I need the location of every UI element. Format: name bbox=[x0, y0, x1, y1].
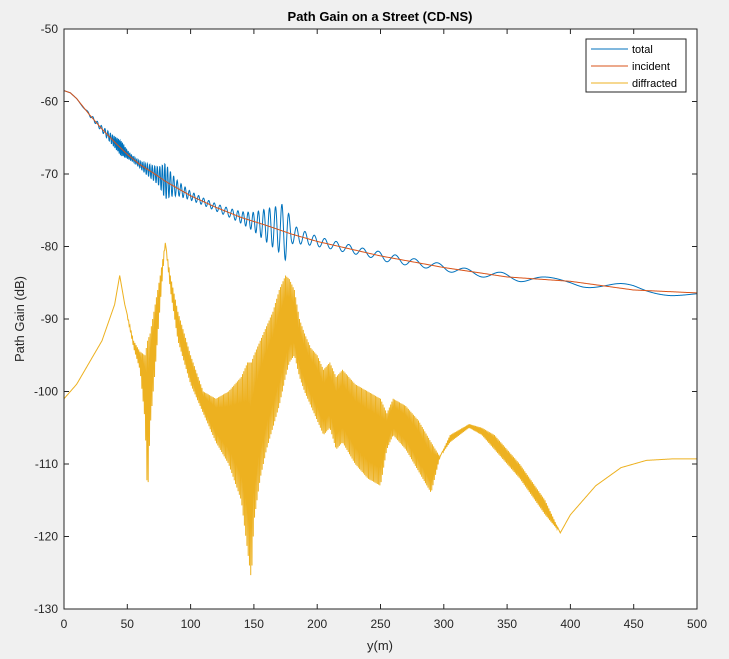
y-tick-label: -60 bbox=[41, 95, 59, 109]
x-tick-label: 100 bbox=[181, 617, 201, 631]
x-tick-label: 500 bbox=[687, 617, 707, 631]
y-tick-label: -120 bbox=[34, 530, 58, 544]
legend-label-diffracted: diffracted bbox=[632, 78, 677, 90]
x-tick-label: 450 bbox=[624, 617, 644, 631]
y-tick-label: -130 bbox=[34, 602, 58, 616]
y-tick-label: -110 bbox=[35, 457, 58, 471]
y-tick-label: -80 bbox=[41, 240, 59, 254]
y-axis-label: Path Gain (dB) bbox=[12, 276, 27, 362]
x-tick-label: 350 bbox=[497, 617, 517, 631]
series-line-total bbox=[64, 90, 697, 297]
x-tick-label: 400 bbox=[560, 617, 580, 631]
y-tick-label: -50 bbox=[41, 22, 59, 36]
x-tick-label: 200 bbox=[307, 617, 327, 631]
chart-title: Path Gain on a Street (CD-NS) bbox=[288, 9, 473, 24]
series-line-incident bbox=[64, 90, 697, 294]
axes-box bbox=[63, 28, 698, 610]
x-tick-label: 150 bbox=[244, 617, 264, 631]
series-layer bbox=[64, 90, 697, 576]
y-tick-label: -100 bbox=[34, 385, 58, 399]
plot-area bbox=[64, 29, 697, 609]
series-line-diffracted bbox=[64, 242, 697, 576]
legend-label-incident: incident bbox=[632, 61, 670, 73]
y-tick-label: -70 bbox=[41, 167, 59, 181]
legend-label-total: total bbox=[632, 44, 653, 56]
y-tick-label: -90 bbox=[41, 312, 59, 326]
x-axis-label: y(m) bbox=[367, 638, 393, 653]
axis-ticks: 0 50 100 150 200 250 300 350 400 450 500 -130 -120 -1… bbox=[34, 22, 707, 631]
legend: total incident diffracted bbox=[585, 38, 687, 93]
x-tick-label: 50 bbox=[121, 617, 135, 631]
x-tick-label: 0 bbox=[61, 617, 68, 631]
x-tick-label: 300 bbox=[434, 617, 454, 631]
x-tick-label: 250 bbox=[370, 617, 390, 631]
